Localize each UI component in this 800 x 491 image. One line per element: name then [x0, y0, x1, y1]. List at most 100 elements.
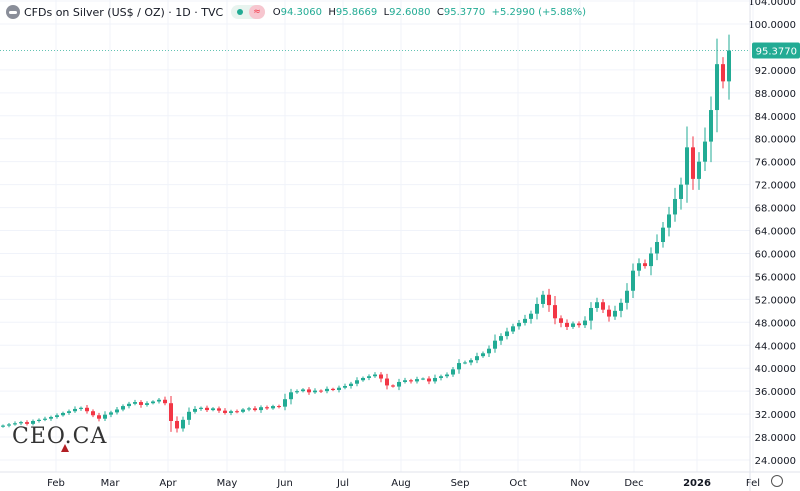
candle-body	[475, 356, 479, 361]
candle-body	[43, 418, 47, 420]
candle-body	[13, 423, 17, 425]
y-tick-label: 104.0000	[748, 0, 796, 8]
candle-body	[397, 381, 401, 387]
candle-body	[505, 331, 509, 337]
x-tick-label: Apr	[159, 478, 177, 489]
candle-body	[727, 50, 731, 82]
candle-body	[85, 407, 89, 412]
candle-body	[313, 390, 317, 393]
y-tick-label: 24.0000	[755, 456, 796, 467]
candle-body	[721, 64, 725, 82]
y-tick-label: 80.0000	[755, 135, 796, 146]
candle-body	[637, 263, 641, 271]
y-tick-label: 32.0000	[755, 410, 796, 421]
y-tick-label: 100.0000	[748, 20, 796, 31]
candle-body	[391, 385, 395, 387]
y-tick-label: 76.0000	[755, 158, 796, 169]
candle-body	[211, 408, 215, 411]
y-tick-label: 72.0000	[755, 181, 796, 192]
candle-body	[31, 420, 35, 424]
candle-body	[19, 422, 23, 424]
candle-body	[667, 214, 671, 228]
candle-body	[259, 407, 263, 411]
market-status-toggle[interactable]: ≈	[231, 5, 265, 19]
candle-body	[295, 391, 299, 393]
candle-body	[421, 378, 425, 380]
candle-body	[643, 263, 647, 267]
candle-body	[589, 307, 593, 321]
candle-body	[577, 323, 581, 326]
settings-gear-icon[interactable]	[771, 475, 783, 487]
candle-body	[265, 407, 269, 409]
candle-body	[673, 198, 677, 215]
candle-body	[679, 184, 683, 199]
y-tick-label: 44.0000	[755, 341, 796, 352]
candle-body	[451, 369, 455, 375]
x-tick-label: 2026	[683, 478, 711, 489]
candle-body	[523, 318, 527, 323]
candle-body	[109, 412, 113, 415]
candle-body	[139, 402, 143, 405]
candle-body	[7, 424, 11, 426]
candle-body	[103, 414, 107, 419]
candle-body	[385, 378, 389, 386]
candle-body	[67, 411, 71, 413]
candle-body	[571, 323, 575, 327]
candle-body	[157, 399, 161, 402]
candle-body	[595, 302, 599, 308]
x-tick-label: Jun	[276, 478, 293, 489]
open-value: 94.3060	[280, 6, 322, 18]
candle-body	[379, 374, 383, 379]
last-price-label: 95.3770	[756, 47, 797, 58]
candle-body	[181, 419, 185, 429]
compare-icon: ≈	[249, 5, 265, 19]
y-tick-label: 92.0000	[755, 66, 796, 77]
candle-body	[607, 309, 611, 317]
candle-body	[559, 318, 563, 323]
y-tick-label: 84.0000	[755, 112, 796, 123]
cloud-icon	[6, 5, 20, 19]
candle-body	[331, 388, 335, 391]
candle-body	[301, 389, 305, 392]
candle-body	[409, 380, 413, 382]
last-price-badge	[752, 42, 800, 59]
candle-body	[37, 419, 41, 421]
candle-body	[529, 313, 533, 319]
candle-body	[709, 110, 713, 142]
high-value: 95.8669	[335, 6, 378, 18]
candle-body	[163, 399, 167, 404]
candle-body	[439, 376, 443, 378]
x-tick-label: Aug	[391, 478, 411, 489]
candle-body	[349, 383, 353, 386]
candle-body	[97, 415, 101, 419]
candle-body	[613, 310, 617, 317]
y-tick-label: 64.0000	[755, 227, 796, 238]
candle-body	[703, 141, 707, 162]
x-tick-label: Jul	[336, 478, 349, 489]
candle-body	[499, 336, 503, 341]
x-tick-label: Dec	[624, 478, 643, 489]
candle-body	[487, 348, 491, 354]
candle-body	[445, 374, 449, 377]
candle-body	[277, 406, 281, 408]
symbol-title[interactable]: CFDs on Silver (US$ / OZ) · 1D · TVC	[24, 5, 224, 19]
candle-body	[511, 326, 515, 332]
y-tick-label: 60.0000	[755, 249, 796, 260]
x-tick-label: Nov	[570, 478, 590, 489]
candle-body	[697, 161, 701, 179]
candle-body	[79, 407, 83, 409]
candle-body	[319, 390, 323, 392]
candle-body	[121, 406, 125, 410]
candle-body	[403, 380, 407, 382]
candle-body	[247, 408, 251, 410]
candle-body	[541, 294, 545, 304]
y-tick-label: 52.0000	[755, 295, 796, 306]
candle-body	[73, 408, 77, 412]
candle-body	[583, 320, 587, 326]
candle-body	[685, 147, 689, 185]
market-open-dot-icon	[237, 9, 244, 15]
candle-body	[655, 241, 659, 254]
candle-body	[547, 294, 551, 306]
ceo-ca-watermark-logo: CEO.CA	[12, 424, 107, 452]
